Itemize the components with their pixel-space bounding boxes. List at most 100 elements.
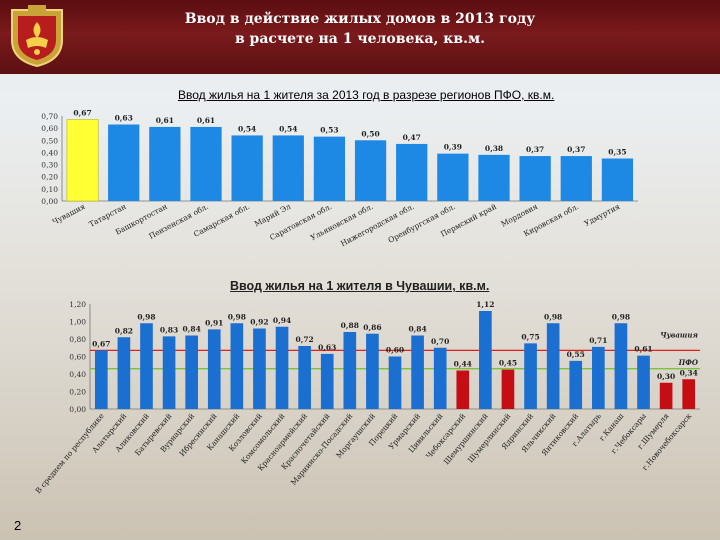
- c1-bar: [396, 143, 428, 201]
- c2-bar: [433, 347, 447, 409]
- c2-bar: [140, 323, 153, 409]
- c2-bar: [185, 335, 198, 409]
- c2-bar: [479, 311, 492, 409]
- c2-bar: [275, 326, 289, 409]
- c2-data-label: 0,34: [680, 368, 698, 377]
- c1-bar: [354, 140, 387, 201]
- c2-bar: [320, 353, 334, 409]
- c2-bar: [546, 323, 560, 409]
- c1-data-label: 0,61: [197, 116, 215, 125]
- c2-y-tick-label: 0,80: [69, 335, 86, 344]
- page-title-line-2: в расчете на 1 человека, кв.м.: [234, 31, 486, 47]
- c2-data-label: 0,88: [341, 321, 359, 330]
- c2-bar: [682, 379, 696, 409]
- c1-category-label: Удмуртия: [583, 202, 622, 228]
- c1-category-label: Оренбургская обл.: [387, 202, 457, 245]
- c2-data-label: 0,67: [92, 339, 110, 348]
- c1-bar: [149, 126, 181, 201]
- c1-data-label: 0,38: [485, 144, 503, 153]
- c1-data-label: 0,39: [444, 143, 462, 152]
- c2-bar: [230, 323, 244, 409]
- c1-bar: [519, 156, 551, 201]
- c2-bar: [637, 355, 650, 409]
- c2-bar: [162, 336, 176, 409]
- chart1-title: Ввод жилья на 1 жителя за 2013 год в раз…: [178, 88, 555, 102]
- c2-data-label: 0,84: [183, 325, 201, 334]
- c2-y-tick-label: 0,60: [69, 353, 86, 362]
- c2-data-label: 0,44: [454, 360, 472, 369]
- c2-data-label: 0,98: [612, 312, 630, 321]
- header-banner: Ввод в действие жилых домов в 2013 году …: [0, 0, 720, 74]
- c2-y-tick-label: 0,40: [69, 370, 86, 379]
- c1-data-label: 0,37: [567, 145, 585, 154]
- c2-data-label: 0,83: [160, 325, 178, 334]
- c2-data-label: 0,70: [431, 337, 449, 346]
- c2-bar: [659, 382, 673, 409]
- c1-y-tick-label: 0,10: [41, 185, 58, 194]
- c2-data-label: 0,71: [589, 336, 607, 345]
- c1-bar: [601, 158, 634, 201]
- c2-bar: [524, 343, 537, 409]
- chart-chuvashia-districts: 0,000,200,400,600,801,001,20ЧувашияПФО0,…: [34, 300, 700, 495]
- c2-y-tick-label: 0,00: [69, 405, 86, 414]
- c2-data-label: 0,98: [228, 312, 246, 321]
- c2-ref-line-label: Чувашия: [660, 330, 698, 339]
- c2-data-label: 0,30: [657, 372, 675, 381]
- page-title-line-1: Ввод в действие жилых домов в 2013 году: [184, 11, 536, 27]
- c2-data-label: 0,98: [137, 312, 155, 321]
- c2-data-label: 0,72: [295, 335, 313, 344]
- c1-bar: [108, 124, 140, 201]
- c2-bar: [343, 332, 357, 409]
- c2-bar: [366, 333, 379, 409]
- c2-data-label: 0,92: [250, 318, 268, 327]
- chart-regions-pfo: 0,000,100,200,300,400,500,600,70 0,67Чува…: [41, 109, 638, 248]
- c2-ref-line-label: ПФО: [678, 358, 699, 367]
- c1-y-tick-label: 0,40: [41, 148, 58, 157]
- c2-bar: [592, 346, 605, 409]
- c2-data-label: 0,45: [499, 359, 517, 368]
- c1-bar: [272, 135, 304, 201]
- c2-y-tick-label: 0,20: [69, 388, 86, 397]
- c1-y-tick-label: 0,20: [41, 173, 58, 182]
- c2-data-label: 0,55: [567, 350, 585, 359]
- c1-y-tick-label: 0,30: [41, 161, 58, 170]
- c1-bar: [231, 135, 263, 201]
- c1-data-label: 0,61: [156, 116, 174, 125]
- c2-data-label: 0,60: [386, 346, 404, 355]
- c1-data-label: 0,67: [73, 109, 91, 118]
- c1-category-label: Нижегородская обл.: [339, 202, 416, 248]
- c1-y-tick-label: 0,50: [41, 136, 58, 145]
- c1-data-label: 0,53: [320, 126, 338, 135]
- c1-bar: [478, 154, 510, 201]
- c2-data-label: 0,94: [273, 316, 291, 325]
- c2-data-label: 0,86: [363, 323, 381, 332]
- c2-y-tick-label: 1,20: [69, 300, 86, 309]
- c1-bar: [190, 126, 222, 201]
- c2-bar: [456, 370, 470, 409]
- c2-bar: [253, 328, 266, 409]
- c2-bar: [501, 369, 515, 409]
- coat-of-arms-icon: [11, 5, 63, 68]
- c2-bar: [614, 323, 628, 409]
- c2-bar: [94, 350, 108, 409]
- c2-data-label: 0,84: [408, 325, 426, 334]
- c1-bar: [66, 119, 99, 202]
- c2-data-label: 1,12: [476, 300, 494, 309]
- c2-bar: [411, 335, 424, 409]
- c1-data-label: 0,35: [608, 148, 626, 157]
- c2-data-label: 0,63: [318, 343, 336, 352]
- c1-y-tick-label: 0,00: [41, 197, 58, 206]
- c2-data-label: 0,98: [544, 312, 562, 321]
- c1-data-label: 0,54: [279, 124, 297, 133]
- c2-data-label: 0,82: [115, 326, 133, 335]
- c2-bar: [298, 346, 311, 409]
- c1-bar: [437, 153, 469, 201]
- c1-y-tick-label: 0,70: [41, 112, 58, 121]
- c2-bar: [388, 356, 402, 409]
- c2-data-label: 0,75: [521, 332, 539, 341]
- c1-data-label: 0,50: [361, 129, 379, 138]
- c2-data-label: 0,91: [205, 318, 223, 327]
- page-number: 2: [14, 518, 22, 533]
- c1-data-label: 0,63: [115, 114, 133, 123]
- c2-data-label: 0,61: [634, 345, 652, 354]
